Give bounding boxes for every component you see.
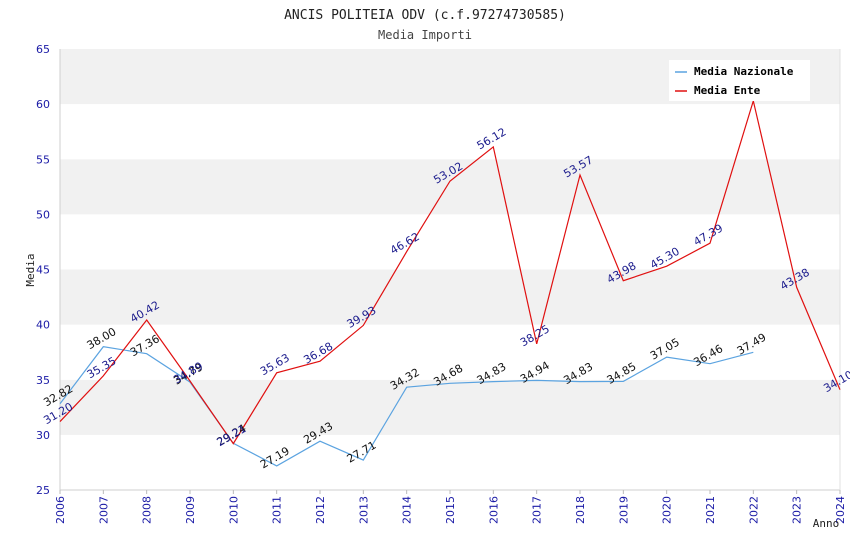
x-tick-label: 2007 — [97, 496, 110, 524]
x-axis-ticks: 2006 2007 2008 2009 2010 2011 2012 2013 2014 2015… — [54, 490, 847, 524]
y-tick-label: 50 — [36, 208, 50, 221]
x-tick-label: 2023 — [791, 496, 804, 524]
y-tick-label: 65 — [36, 43, 50, 56]
grid-band — [60, 434, 840, 490]
chart-subtitle: Media Importi — [378, 28, 472, 42]
x-tick-label: 2012 — [314, 496, 327, 524]
series-group — [59, 98, 841, 467]
legend-box — [669, 60, 810, 101]
x-tick-label: 2011 — [271, 496, 284, 524]
x-tick-label: 2014 — [401, 496, 414, 524]
legend: Media Nazionale Media Ente — [669, 60, 810, 101]
y-tick-label: 60 — [36, 98, 50, 111]
x-tick-label: 2008 — [141, 496, 154, 524]
grid-band — [60, 104, 840, 160]
grid-band — [60, 214, 840, 270]
grid-band — [60, 379, 840, 435]
x-tick-label: 2006 — [54, 496, 67, 524]
x-tick-label: 2010 — [227, 496, 240, 524]
y-tick-label: 40 — [36, 319, 50, 332]
x-tick-label: 2022 — [747, 496, 760, 524]
x-tick-label: 2009 — [184, 496, 197, 524]
x-tick-label: 2015 — [444, 496, 457, 524]
grid-band — [60, 324, 840, 380]
y-tick-label: 25 — [36, 484, 50, 497]
x-tick-label: 2019 — [617, 496, 630, 524]
legend-label-media-ente: Media Ente — [694, 84, 761, 97]
x-tick-label: 2017 — [531, 496, 544, 524]
y-tick-label: 45 — [36, 264, 50, 277]
grid-band — [60, 159, 840, 215]
x-tick-label: 2013 — [357, 496, 370, 524]
series-line-media-ente — [59, 98, 841, 445]
grid-bands — [60, 49, 840, 490]
legend-label-media-nazionale: Media Nazionale — [694, 65, 794, 78]
x-axis-label: Anno — [813, 517, 840, 530]
y-tick-label: 30 — [36, 429, 50, 442]
y-axis-label: Media — [24, 253, 37, 286]
grid-band — [60, 269, 840, 325]
y-tick-label: 35 — [36, 374, 50, 387]
x-tick-label: 2018 — [574, 496, 587, 524]
y-axis-ticks: 25 30 35 40 45 50 55 60 65 — [36, 43, 50, 497]
x-tick-label: 2016 — [487, 496, 500, 524]
y-tick-label: 55 — [36, 153, 50, 166]
series-line-media-nazionale — [59, 346, 754, 467]
x-tick-label: 2024 — [834, 496, 847, 524]
x-tick-label: 2021 — [704, 496, 717, 524]
x-tick-label: 2020 — [661, 496, 674, 524]
chart-title: ANCIS POLITEIA ODV (c.f.97274730585) — [284, 8, 566, 23]
